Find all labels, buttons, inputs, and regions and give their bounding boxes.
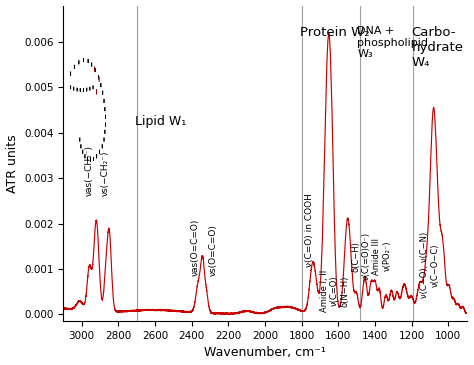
Text: DNA +
phospholipid
W₃: DNA + phospholipid W₃ xyxy=(357,26,428,59)
Text: ν(C−O), ν(C−N)
ν(C−O−C): ν(C−O), ν(C−N) ν(C−O−C) xyxy=(420,232,439,299)
Text: νs(−CH₂⁻): νs(−CH₂⁻) xyxy=(101,151,110,196)
Y-axis label: ATR units: ATR units xyxy=(6,134,18,193)
Text: Amide I, II
ν(C=O)
δ(N−H): Amide I, II ν(C=O) δ(N−H) xyxy=(319,270,349,312)
Text: νas(−CH₂⁻): νas(−CH₂⁻) xyxy=(84,145,93,196)
Text: Protein W₂: Protein W₂ xyxy=(300,26,369,39)
Text: νs(O=C=O): νs(O=C=O) xyxy=(209,224,218,276)
Text: ν(C=O) in COOH: ν(C=O) in COOH xyxy=(305,193,314,267)
Text: Lipid W₁: Lipid W₁ xyxy=(135,115,186,127)
Text: νas(O=C=O): νas(O=C=O) xyxy=(191,218,200,276)
Text: Carbo-
hydrate
W₄: Carbo- hydrate W₄ xyxy=(411,26,464,69)
X-axis label: Wavenumber, cm⁻¹: Wavenumber, cm⁻¹ xyxy=(204,346,326,360)
Text: δ(C−H)
ν(C(=O)O⁻)
Amide III
ν(PO₂⁻): δ(C−H) ν(C(=O)O⁻) Amide III ν(PO₂⁻) xyxy=(351,232,392,280)
